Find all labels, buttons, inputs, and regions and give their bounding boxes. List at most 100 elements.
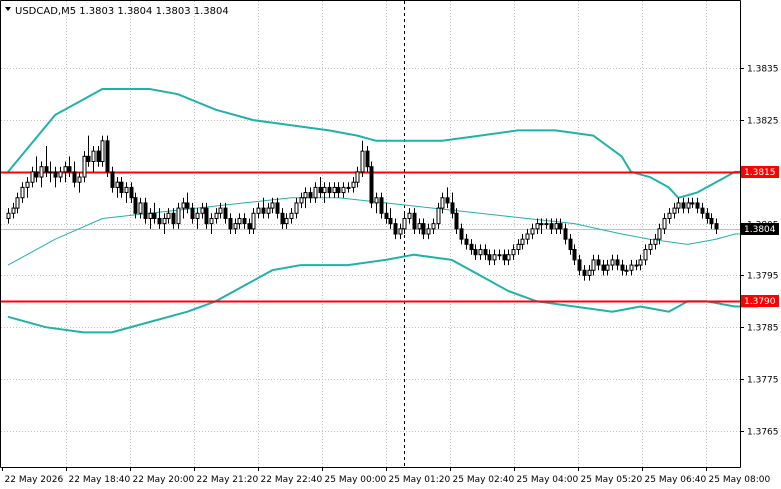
time-tick-label: 22 May 21:20 bbox=[197, 475, 259, 485]
candle-body-down bbox=[379, 197, 384, 214]
candle-body-up bbox=[251, 212, 256, 230]
candle bbox=[497, 249, 502, 260]
candle bbox=[181, 197, 186, 219]
candle bbox=[157, 208, 162, 229]
candle bbox=[318, 177, 323, 198]
candle-body-down bbox=[459, 228, 464, 240]
candle bbox=[676, 197, 681, 214]
time-tick-label: 25 May 00:00 bbox=[325, 475, 387, 485]
candle bbox=[327, 182, 332, 198]
candle bbox=[558, 218, 563, 234]
candle-body-down bbox=[365, 150, 370, 168]
candle bbox=[672, 202, 677, 219]
candle bbox=[228, 213, 233, 234]
candle bbox=[355, 166, 360, 188]
candle bbox=[294, 197, 299, 219]
candle bbox=[110, 166, 115, 193]
candle-body-down bbox=[44, 166, 49, 173]
candle-body-up bbox=[402, 217, 407, 230]
candle bbox=[398, 223, 403, 240]
candle-body-down bbox=[502, 254, 507, 261]
candle-body-up bbox=[610, 259, 615, 266]
bid-price-label bbox=[741, 223, 779, 235]
candle-body-up bbox=[690, 202, 695, 205]
candle bbox=[662, 213, 667, 234]
candle bbox=[506, 249, 511, 266]
price-tick-label: 1.3765 bbox=[747, 428, 779, 438]
candle bbox=[341, 182, 346, 198]
candle-body-up bbox=[200, 207, 205, 214]
candle bbox=[714, 218, 719, 234]
candle-body-up bbox=[256, 207, 261, 214]
candle-body-up bbox=[181, 202, 186, 209]
candle bbox=[502, 249, 507, 266]
candle bbox=[256, 202, 261, 219]
candle bbox=[436, 202, 441, 229]
candle-body-up bbox=[587, 269, 592, 276]
candle bbox=[351, 177, 356, 193]
price-label-text: 1.3790 bbox=[744, 297, 776, 307]
candle-body-down bbox=[86, 155, 91, 163]
candle bbox=[308, 187, 313, 203]
candle bbox=[520, 234, 525, 250]
candle-body-up bbox=[511, 249, 516, 256]
candle-body-down bbox=[53, 171, 58, 178]
candle bbox=[303, 187, 308, 209]
candle bbox=[148, 208, 153, 229]
candle bbox=[516, 239, 521, 255]
candle-body-up bbox=[535, 223, 540, 230]
candle bbox=[133, 192, 138, 219]
candle-body-up bbox=[303, 192, 308, 199]
candle-body-down bbox=[388, 217, 393, 225]
candle-body-up bbox=[266, 207, 271, 214]
price-tick-label: 1.3835 bbox=[747, 65, 779, 75]
candle-body-down bbox=[67, 166, 72, 173]
candle-body-down bbox=[695, 202, 700, 209]
candle bbox=[299, 192, 304, 209]
candle bbox=[190, 202, 195, 224]
dropdown-triangle-icon[interactable] bbox=[5, 7, 11, 11]
candle-body-down bbox=[336, 186, 341, 194]
candle bbox=[129, 182, 134, 203]
candle-body-up bbox=[374, 197, 379, 204]
time-tick-label: 22 May 2026 bbox=[5, 475, 64, 485]
candle bbox=[86, 135, 91, 167]
candle bbox=[657, 223, 662, 245]
candle-body-down bbox=[705, 212, 710, 219]
candle-body-up bbox=[148, 212, 153, 219]
candle-body-up bbox=[605, 264, 610, 271]
price-tick-label: 1.3775 bbox=[747, 376, 779, 386]
candle-body-up bbox=[525, 233, 530, 240]
upper-band bbox=[7, 88, 759, 199]
candle-body-up bbox=[638, 259, 643, 266]
candle bbox=[346, 182, 351, 193]
candle bbox=[67, 156, 72, 178]
candle bbox=[454, 208, 459, 234]
candle bbox=[469, 239, 474, 255]
candle bbox=[162, 213, 167, 234]
candle-body-up bbox=[82, 155, 87, 178]
candle-body-up bbox=[407, 212, 412, 219]
candle bbox=[695, 197, 700, 214]
candle-body-down bbox=[72, 171, 77, 183]
candle bbox=[445, 187, 450, 209]
candle bbox=[143, 197, 148, 224]
candle-body-up bbox=[332, 186, 337, 194]
candle bbox=[176, 202, 181, 229]
price-label-text: 1.3815 bbox=[744, 168, 776, 178]
candle-body-down bbox=[568, 238, 573, 251]
candle bbox=[568, 234, 573, 255]
candle bbox=[251, 208, 256, 234]
candle bbox=[369, 161, 374, 209]
candle-body-down bbox=[483, 249, 488, 256]
candle-body-up bbox=[166, 212, 171, 219]
candle bbox=[77, 171, 82, 193]
candle bbox=[388, 208, 393, 229]
candle bbox=[601, 259, 606, 276]
candle bbox=[648, 239, 653, 255]
candle-body-up bbox=[426, 228, 431, 235]
candle bbox=[624, 265, 629, 276]
time-tick-label: 25 May 04:00 bbox=[517, 475, 579, 485]
candle bbox=[365, 145, 370, 172]
